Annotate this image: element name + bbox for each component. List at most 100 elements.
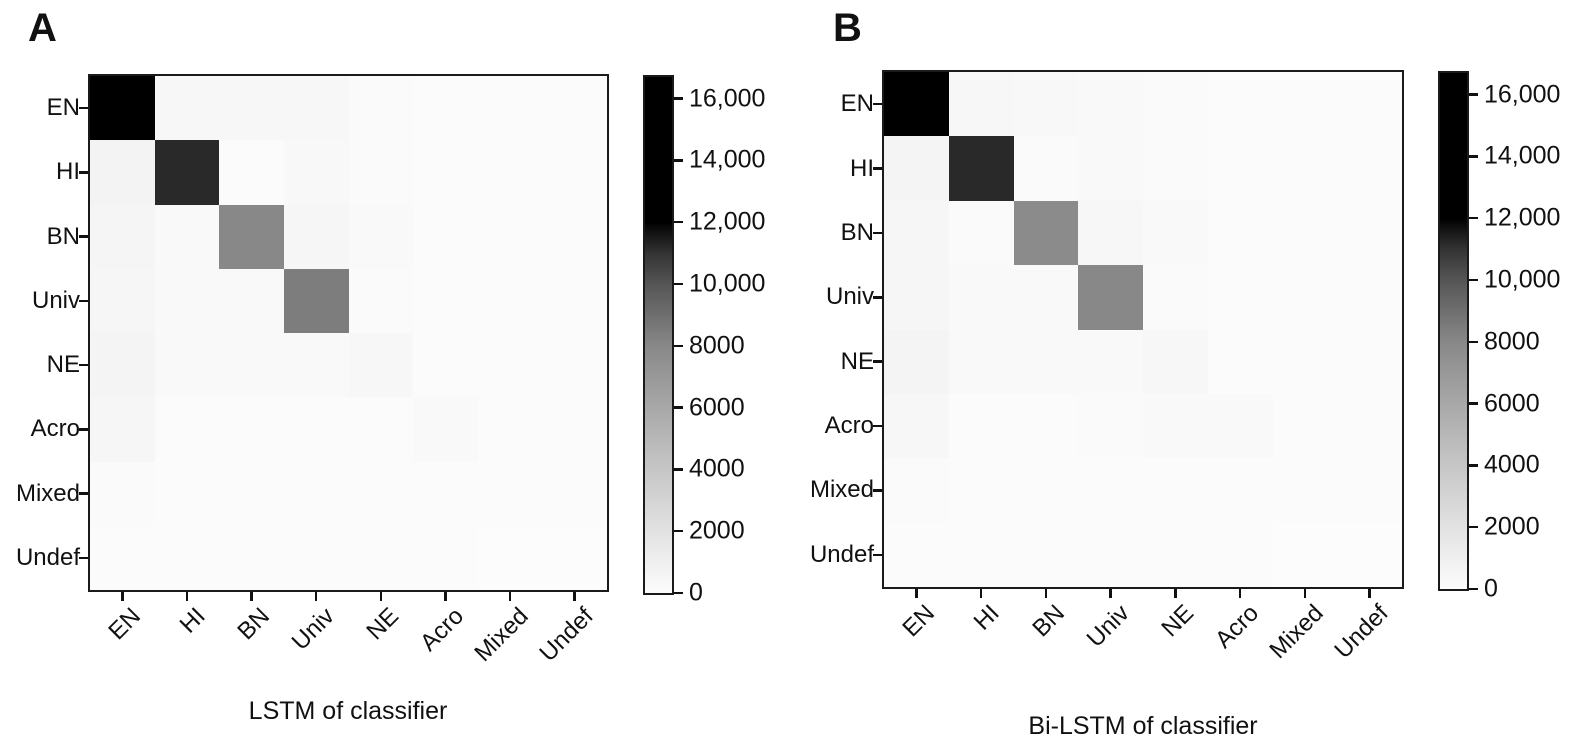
heatmap-cell	[348, 333, 414, 398]
y-tick-mark	[79, 492, 88, 495]
x-tick-label: HI	[174, 602, 211, 639]
colorbar-tick-label: 8000	[1484, 327, 1540, 356]
y-tick-label: Univ	[825, 283, 874, 311]
heatmap-cell	[413, 76, 478, 141]
heatmap-cell	[884, 393, 949, 459]
y-tick-mark	[873, 102, 882, 106]
heatmap-cell	[477, 76, 543, 141]
colorbar-tick-mark	[1469, 464, 1478, 467]
x-tick-mark	[508, 592, 512, 601]
y-tick-mark	[79, 299, 88, 303]
heatmap-cell	[477, 461, 543, 526]
heatmap-cell	[219, 461, 284, 526]
colorbar-tick-label: 14,000	[689, 145, 766, 174]
heatmap-cell	[948, 458, 1014, 523]
heatmap-cell	[219, 76, 284, 141]
heatmap-cell	[1013, 72, 1079, 137]
colorbar-tick-label: 0	[689, 578, 703, 607]
colorbar-tick-label: 10,000	[689, 269, 766, 298]
heatmap-cell	[1272, 522, 1338, 587]
colorbar-tick-mark	[1469, 155, 1478, 158]
heatmap-cell	[1272, 265, 1338, 330]
heatmap-cell	[1337, 458, 1402, 523]
colorbar-tick-mark	[1469, 402, 1478, 405]
heatmap-cell	[90, 397, 155, 462]
heatmap-cell	[1143, 200, 1208, 266]
xaxis-title-a: LSTM of classifier	[248, 697, 448, 725]
heatmap-cell	[283, 333, 349, 398]
heatmap-cell	[90, 140, 155, 205]
heatmap-cell	[1272, 200, 1338, 266]
heatmap-cell	[283, 397, 349, 462]
heatmap-cell	[542, 268, 607, 333]
colorbar-tick-label: 0	[1484, 574, 1498, 603]
heatmap-cell	[1013, 136, 1079, 201]
colorbar-tick-label: 12,000	[1484, 203, 1561, 232]
y-tick-label: Mixed	[15, 479, 80, 507]
heatmap-cell	[477, 525, 543, 590]
heatmap-cell	[1272, 458, 1338, 523]
y-tick-mark	[79, 171, 88, 174]
colorbar-tick-label: 2000	[1484, 512, 1540, 541]
colorbar-tick-mark	[1469, 216, 1478, 220]
heatmap-cell	[154, 204, 220, 269]
x-tick-mark	[573, 592, 576, 601]
x-tick-mark	[915, 589, 918, 598]
heatmap-cell	[154, 461, 220, 526]
x-tick-mark	[979, 589, 983, 598]
x-tick-label: EN	[103, 602, 146, 646]
heatmap-cell	[219, 268, 284, 333]
x-tick-label: Mixed	[1264, 599, 1329, 664]
heatmap-cell	[884, 458, 949, 523]
heatmap-cell	[219, 525, 284, 590]
colorbar-tick-mark	[674, 591, 683, 595]
heatmap-cell	[884, 200, 949, 266]
y-tick-mark	[79, 235, 88, 238]
heatmap-cell	[219, 397, 284, 462]
y-tick-label: Mixed	[809, 476, 874, 504]
heatmap-cell	[413, 268, 478, 333]
heatmap-cell	[1078, 393, 1143, 459]
x-tick-label: EN	[897, 599, 941, 643]
heatmap-a	[88, 74, 609, 592]
colorbar-a	[643, 75, 674, 595]
y-tick-label: Undef	[809, 540, 874, 568]
colorbar-tick-label: 10,000	[1484, 265, 1561, 294]
heatmap-cell	[884, 522, 949, 587]
heatmap-cell	[348, 204, 414, 269]
heatmap-cell	[1337, 136, 1402, 201]
heatmap-cell	[1272, 393, 1338, 459]
heatmap-cell	[1207, 458, 1273, 523]
heatmap-cell	[1207, 522, 1273, 587]
x-tick-mark	[121, 592, 124, 601]
heatmap-cell	[1207, 136, 1273, 201]
heatmap-cell	[1143, 393, 1208, 459]
heatmap-cell	[283, 204, 349, 269]
y-tick-mark	[873, 231, 882, 235]
heatmap-cell	[542, 525, 607, 590]
heatmap-cell	[1272, 136, 1338, 201]
y-tick-mark	[873, 424, 882, 428]
x-tick-label: Undef	[1328, 599, 1394, 664]
y-tick-label: Undef	[15, 543, 80, 571]
heatmap-cell	[542, 76, 607, 141]
heatmap-cell	[348, 76, 414, 141]
colorbar-tick-mark	[1469, 278, 1478, 282]
heatmap-cell	[219, 204, 284, 269]
colorbar-tick-mark	[674, 159, 683, 162]
heatmap-cell	[1207, 200, 1273, 266]
x-tick-label: Mixed	[469, 602, 534, 667]
heatmap-cell	[90, 76, 155, 141]
colorbar-tick-label: 6000	[1484, 389, 1540, 418]
heatmap-cell	[1337, 265, 1402, 330]
heatmap-cell	[1013, 393, 1079, 459]
heatmap-cell	[348, 397, 414, 462]
y-tick-mark	[873, 489, 882, 492]
colorbar-tick-label: 2000	[689, 516, 745, 545]
x-tick-label: Univ	[286, 602, 340, 656]
heatmap-cell	[1272, 72, 1338, 137]
heatmap-cell	[1207, 72, 1273, 137]
colorbar-tick-mark	[674, 406, 683, 409]
heatmap-cell	[413, 397, 478, 462]
y-tick-label: BN	[46, 222, 80, 250]
